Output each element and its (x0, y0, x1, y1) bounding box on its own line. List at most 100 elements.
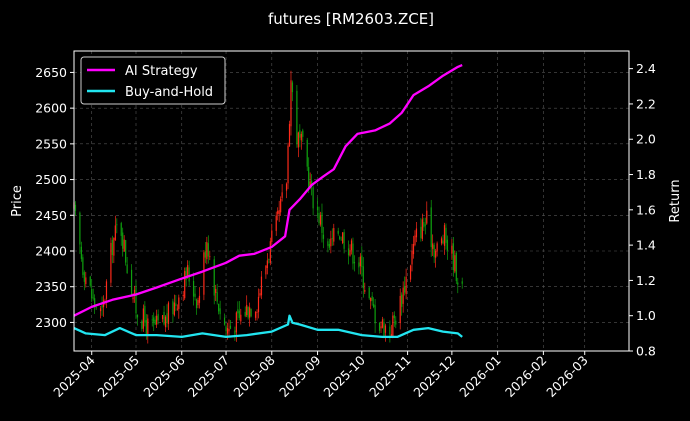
y-right-tick-label: 0.8 (636, 344, 656, 359)
y-axis-left-label: Price (10, 185, 25, 217)
candle-body (123, 239, 125, 252)
candle-body (383, 321, 385, 336)
candle-body (130, 269, 133, 297)
candle-body (353, 261, 356, 264)
y-right-tick-label: 1.0 (636, 308, 656, 323)
candle-body (116, 224, 118, 226)
candle-body (156, 315, 158, 325)
candle-body (188, 267, 190, 282)
candle-body (104, 300, 106, 302)
legend-box (80, 56, 226, 105)
candle-body (339, 236, 341, 240)
candle-body (234, 330, 236, 335)
candle-body (147, 318, 149, 335)
candle-body (80, 246, 82, 259)
candle-body (235, 312, 237, 333)
candle-body (361, 255, 363, 267)
candle-body (173, 302, 175, 316)
candle-body (309, 181, 311, 187)
candle-body (254, 311, 257, 318)
candle-body (226, 328, 229, 334)
candle-body (411, 251, 413, 265)
candle-body (280, 198, 282, 213)
y-right-tick-label: 2.4 (636, 61, 656, 76)
candle-body (311, 180, 313, 186)
candle-body (209, 256, 211, 258)
candle-body (373, 304, 375, 308)
candle-body (330, 238, 332, 247)
candle-body (430, 207, 432, 248)
candle-body (122, 232, 124, 249)
candle-body (296, 90, 298, 145)
candle-body (415, 228, 418, 238)
y-right-tick-label: 1.2 (636, 273, 656, 288)
candle-body (384, 325, 387, 333)
candle-body (412, 243, 415, 255)
candle-body (172, 301, 174, 315)
candle-body (141, 320, 143, 330)
candle-body (126, 264, 128, 274)
candle-body (184, 271, 186, 299)
candle-body (85, 277, 87, 285)
candle-body (281, 192, 283, 198)
candle-body (291, 82, 294, 93)
candle-body (308, 167, 310, 188)
candle-body (321, 212, 323, 233)
candle-body (371, 296, 373, 301)
candle-body (432, 243, 434, 249)
y-right-tick-label: 2.0 (636, 132, 656, 147)
candle-body (144, 305, 146, 323)
candle-body (91, 289, 93, 299)
candle-body (368, 287, 370, 299)
candle-body (265, 265, 267, 275)
candle-body (349, 250, 351, 256)
candle-body (451, 245, 453, 254)
candle-body (306, 139, 308, 167)
candle-body (218, 303, 220, 312)
candle-body (433, 245, 435, 258)
candle-body (135, 287, 137, 314)
candle-body (207, 243, 209, 257)
candle-body (229, 325, 232, 329)
candle-body (101, 305, 103, 308)
candle-body (246, 304, 248, 316)
candle-body (393, 315, 395, 319)
candle-body (225, 326, 227, 332)
candle-body (244, 311, 246, 317)
candle-body (99, 308, 102, 312)
y-right-tick-label: 1.6 (636, 202, 656, 217)
candle-body (219, 308, 221, 315)
candle-body (187, 265, 189, 277)
candle-body (290, 80, 292, 127)
candle-body (195, 299, 198, 309)
candle-body (111, 239, 113, 256)
candle-body (240, 314, 242, 322)
candle-body (331, 238, 333, 240)
candle-body (237, 309, 239, 314)
candle-body (136, 314, 139, 318)
candle-body (142, 308, 144, 329)
candle-body (197, 300, 199, 306)
candle-body (342, 232, 344, 243)
candle-body (389, 326, 391, 335)
candle-body (358, 262, 360, 268)
candle-body (164, 316, 167, 328)
candle-body (215, 288, 217, 293)
y-left-tick-label: 2400 (35, 244, 67, 259)
candle-body (94, 298, 96, 307)
candle-body (203, 252, 205, 295)
candle-body (405, 276, 407, 295)
candle-body (322, 234, 325, 239)
candle-body (95, 306, 97, 309)
candle-body (278, 210, 280, 215)
y-axis-right-label: Return (668, 179, 683, 222)
y-right-tick-label: 1.8 (636, 167, 656, 182)
candle-body (370, 297, 372, 302)
candle-body (340, 239, 342, 241)
y-left-tick-label: 2450 (35, 208, 67, 223)
candle-body (300, 133, 302, 141)
candle-body (92, 297, 94, 299)
candle-body (318, 212, 320, 224)
y-left-tick-label: 2650 (35, 65, 67, 80)
candle-body (82, 257, 84, 275)
